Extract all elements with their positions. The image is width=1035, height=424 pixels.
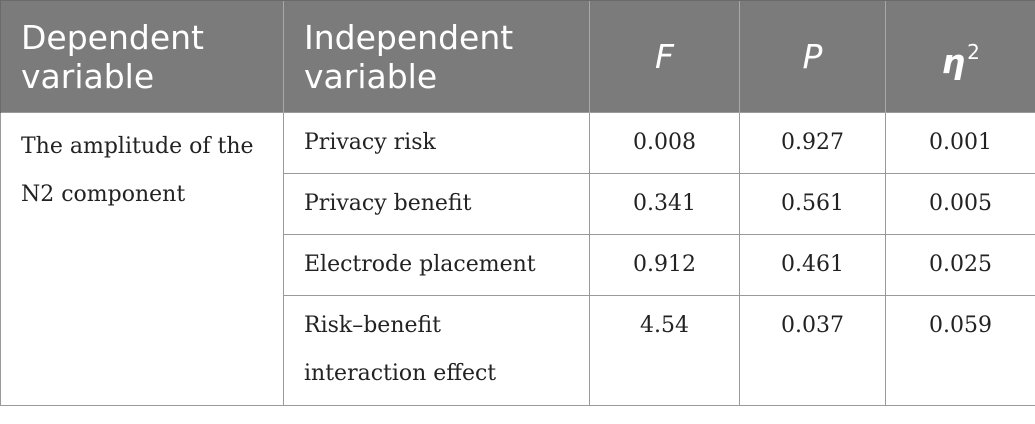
p-value-cell: 0.037 — [739, 295, 886, 406]
f-value-cell: 0.912 — [589, 234, 740, 296]
table-row: Electrode placement 0.912 0.461 0.025 — [1, 234, 1035, 296]
eta-squared-cell: 0.001 — [885, 112, 1035, 174]
independent-variable-cell: Electrode placement — [283, 234, 590, 296]
independent-variable-cell: Privacy risk — [283, 112, 590, 174]
independent-variable-cell: Privacy benefit — [283, 173, 590, 235]
header-p: P — [739, 0, 886, 113]
eta-squared-cell: 0.005 — [885, 173, 1035, 235]
dependent-variable-cell: The amplitude of the N2 component — [0, 112, 284, 406]
p-value-cell: 0.461 — [739, 234, 886, 296]
table-row: Risk–benefit interaction effect 4.54 0.0… — [1, 295, 1035, 406]
f-value-cell: 0.008 — [589, 112, 740, 174]
p-value-cell: 0.561 — [739, 173, 886, 235]
p-value-cell: 0.927 — [739, 112, 886, 174]
eta-squared-cell: 0.025 — [885, 234, 1035, 296]
eta-squared-cell: 0.059 — [885, 295, 1035, 406]
header-row: Dependent variable Independent variable … — [0, 0, 1035, 113]
header-eta-symbol: η — [941, 41, 966, 81]
header-eta-superscript: 2 — [967, 39, 980, 64]
statistics-table: Dependent variable Independent variable … — [0, 0, 1035, 406]
header-independent-variable: Independent variable — [283, 0, 590, 113]
header-f: F — [589, 0, 740, 113]
table-row: The amplitude of the N2 component Privac… — [0, 112, 1035, 406]
f-value-cell: 4.54 — [589, 295, 740, 406]
header-dependent-variable: Dependent variable — [0, 0, 284, 113]
independent-variable-cell: Risk–benefit interaction effect — [283, 295, 590, 406]
f-value-cell: 0.341 — [589, 173, 740, 235]
